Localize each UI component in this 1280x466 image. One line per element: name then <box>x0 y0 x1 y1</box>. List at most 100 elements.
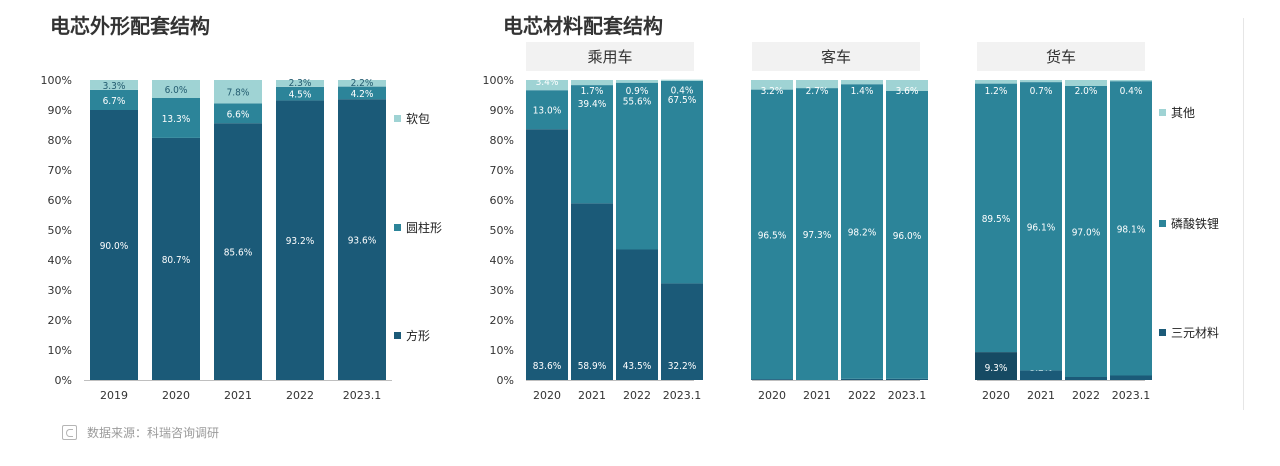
shape-y-tick: 30% <box>48 284 72 297</box>
x-tick-货车-2022: 2022 <box>1072 389 1100 402</box>
material-y-tick: 60% <box>490 194 514 207</box>
legend-label-方形: 方形 <box>406 328 430 343</box>
x-tick-2021: 2021 <box>224 389 252 402</box>
data-label-货车-其他-2022: 2.0% <box>1075 86 1098 97</box>
legend-label-软包: 软包 <box>406 112 430 126</box>
bar-客车-磷酸铁锂-2021 <box>796 88 838 380</box>
x-tick-客车-2023.1: 2023.1 <box>888 389 927 402</box>
shape-y-tick: 60% <box>48 194 72 207</box>
shape-y-tick: 50% <box>48 224 72 237</box>
bar-乘用车-磷酸铁锂-2021 <box>571 85 613 204</box>
data-label-货车-其他-2020: 1.2% <box>985 86 1008 97</box>
x-tick-客车-2021: 2021 <box>803 389 831 402</box>
x-tick-货车-2020: 2020 <box>982 389 1010 402</box>
bar-方形-2023.1 <box>338 99 386 380</box>
chart-cell-material: 0% 10% 20% 30% 40% 50% 60% 70% 80% 90% 100% 乘用车 83.6… <box>483 42 1219 402</box>
x-tick-乘用车-2023.1: 2023.1 <box>663 389 702 402</box>
bar-乘用车-其他-2022 <box>616 80 658 83</box>
material-y-tick: 90% <box>490 104 514 117</box>
x-tick-客车-2020: 2020 <box>758 389 786 402</box>
legend-swatch-圆柱形 <box>394 224 401 231</box>
x-tick-乘用车-2020: 2020 <box>533 389 561 402</box>
data-label-客车-磷酸铁锂-2020: 96.5% <box>758 230 787 241</box>
bar-货车-三元材料-2020 <box>975 352 1017 380</box>
data-label-乘用车-三元材料-2023.1: 32.2% <box>668 361 697 372</box>
data-label-客车-磷酸铁锂-2023.1: 96.0% <box>893 231 922 242</box>
data-label-货车-三元材料-2020: 9.3% <box>985 363 1008 374</box>
data-label-乘用车-三元材料-2022: 43.5% <box>623 361 652 372</box>
right-border-divider <box>1243 18 1244 410</box>
bar-乘用车-其他-2021 <box>571 80 613 86</box>
material-y-tick: 100% <box>483 74 514 87</box>
data-label-乘用车-其他-2023.1: 0.4% <box>671 86 694 97</box>
group-header-box-客车 <box>752 42 920 71</box>
data-label-货车-磷酸铁锂-2021: 96.1% <box>1027 222 1056 233</box>
data-label-圆柱形-2019: 6.7% <box>103 96 126 107</box>
bar-圆柱形-2022 <box>276 86 324 101</box>
data-label-方形-2019: 90.0% <box>100 241 129 252</box>
bar-软包-2022 <box>276 80 324 87</box>
bar-方形-2022 <box>276 100 324 381</box>
data-label-圆柱形-2023.1: 4.2% <box>351 89 374 100</box>
bar-乘用车-磷酸铁锂-2020 <box>526 90 568 130</box>
shape-y-tick: 20% <box>48 314 72 327</box>
bar-乘用车-三元材料-2020 <box>526 129 568 380</box>
data-label-软包-2022: 2.3% <box>289 78 312 89</box>
legend-swatch-软包 <box>394 115 401 122</box>
x-tick-客车-2022: 2022 <box>848 389 876 402</box>
data-label-方形-2021: 85.6% <box>224 248 253 259</box>
data-label-软包-2023.1: 2.2% <box>351 78 374 89</box>
material-y-tick: 10% <box>490 344 514 357</box>
bar-圆柱形-2020 <box>152 98 200 138</box>
chart-cell-shape: 0% 10% 20% 30% 40% 50% 60% 70% 80% 90% 100% 90.0% 6.… <box>41 74 442 402</box>
data-label-客车-磷酸铁锂-2022: 98.2% <box>848 228 877 239</box>
data-label-软包-2021: 7.8% <box>227 88 250 99</box>
data-label-乘用车-三元材料-2020: 83.6% <box>533 361 562 372</box>
group-header-box-货车 <box>977 42 1145 71</box>
bar-软包-2020 <box>152 80 200 98</box>
bar-软包-2023.1 <box>338 80 386 87</box>
bar-乘用车-三元材料-2021 <box>571 203 613 380</box>
group-header-box-乘用车 <box>526 42 694 71</box>
source-note: 数据来源：科瑞咨询调研 <box>62 424 219 441</box>
bar-软包-2021 <box>214 80 262 104</box>
x-tick-2019: 2019 <box>100 389 128 402</box>
bar-货车-三元材料-2021 <box>1020 370 1062 380</box>
shape-y-tick: 40% <box>48 254 72 267</box>
bar-方形-2021 <box>214 123 262 380</box>
data-label-乘用车-磷酸铁锂-2021: 39.4% <box>578 99 607 110</box>
bar-圆柱形-2023.1 <box>338 86 386 100</box>
legend-label-圆柱形: 圆柱形 <box>406 220 442 235</box>
source-icon <box>62 425 77 440</box>
bar-乘用车-三元材料-2023.1 <box>661 283 703 380</box>
legend-label-磷酸铁锂: 磷酸铁锂 <box>1171 216 1219 231</box>
data-label-货车-磷酸铁锂-2023.1: 98.1% <box>1117 224 1146 235</box>
shape-y-tick: 80% <box>48 134 72 147</box>
bar-客车-其他-2021 <box>796 80 838 89</box>
bar-乘用车-其他-2020 <box>526 80 568 91</box>
material-y-tick: 20% <box>490 314 514 327</box>
data-label-乘用车-其他-2021: 1.7% <box>581 86 604 97</box>
data-label-圆柱形-2022: 4.5% <box>289 90 312 101</box>
bar-乘用车-磷酸铁锂-2022 <box>616 82 658 250</box>
bar-货车-其他-2023.1 <box>1110 80 1152 82</box>
bar-客车-磷酸铁锂-2023.1 <box>886 90 928 379</box>
chart-title-cell-shape: 电芯外形配套结构 <box>50 14 210 38</box>
material-y-tick: 40% <box>490 254 514 267</box>
data-label-货车-磷酸铁锂-2020: 89.5% <box>982 214 1011 225</box>
material-y-tick: 70% <box>490 164 514 177</box>
data-label-乘用车-其他-2020: 3.4% <box>536 77 559 88</box>
x-tick-2020: 2020 <box>162 389 190 402</box>
bar-客车-磷酸铁锂-2020 <box>751 89 793 380</box>
group-header-乘用车: 乘用车 <box>587 48 632 66</box>
legend-swatch-其他 <box>1159 109 1166 116</box>
bar-货车-其他-2021 <box>1020 80 1062 83</box>
data-label-方形-2023.1: 93.6% <box>348 236 377 247</box>
bar-客车-磷酸铁锂-2022 <box>841 84 883 379</box>
data-label-货车-磷酸铁锂-2022: 97.0% <box>1072 228 1101 239</box>
data-label-乘用车-三元材料-2021: 58.9% <box>578 361 607 372</box>
legend-label-三元材料: 三元材料 <box>1171 326 1219 340</box>
bar-软包-2019 <box>90 80 138 90</box>
bar-货车-磷酸铁锂-2021 <box>1020 82 1062 371</box>
